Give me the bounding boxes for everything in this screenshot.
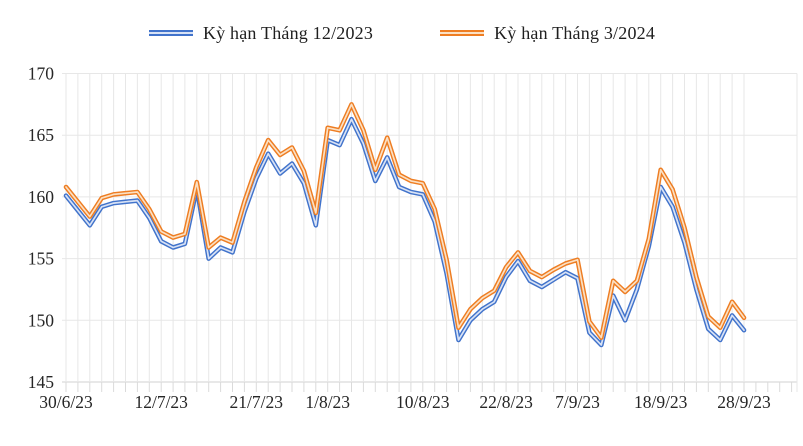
y-axis-tick-label: 150 [28,310,55,330]
legend-item-dec-2023: Kỳ hạn Tháng 12/2023 [148,23,373,44]
legend-line-sample-blue [148,30,193,36]
y-axis-tick-label: 145 [28,372,55,392]
x-axis-tick-label: 1/8/23 [305,392,350,412]
y-axis-tick-label: 165 [28,125,55,145]
x-axis-tick-label: 22/8/23 [479,392,533,412]
legend-label-dec-2023: Kỳ hạn Tháng 12/2023 [202,22,374,43]
x-axis-tick-label: 12/7/23 [134,392,188,412]
x-axis-tick-label: 28/9/23 [717,392,771,412]
x-axis-tick-label: 21/7/23 [230,392,284,412]
legend-label-mar-2024: Kỳ hạn Tháng 3/2024 [494,22,656,43]
plot-area: 145 150 155 160 165 170 30/6/23 12/7/23 21/7/23 1… [28,64,798,412]
legend-line-sample-orange [440,30,485,36]
y-axis-tick-label: 155 [28,249,55,269]
series-line-dec-2023-core [65,118,745,346]
legend-item-mar-2024: Kỳ hạn Tháng 3/2024 [439,23,655,44]
x-axis-tick-label: 18/9/23 [634,392,688,412]
y-axis-tick-label: 160 [28,187,55,207]
series-line-dec-2023 [63,116,747,348]
y-axis-tick-label: 170 [28,64,55,84]
series-line-mar-2024-core [65,103,745,339]
x-axis-tick-label: 30/6/23 [39,392,93,412]
x-axis-tick-label: 7/9/23 [555,392,600,412]
series-line-mar-2024 [63,102,747,340]
x-axis-tick-label: 10/8/23 [396,392,450,412]
chart-legend: Kỳ hạn Tháng 12/2023 Kỳ hạn Tháng 3/2024 [0,0,803,46]
